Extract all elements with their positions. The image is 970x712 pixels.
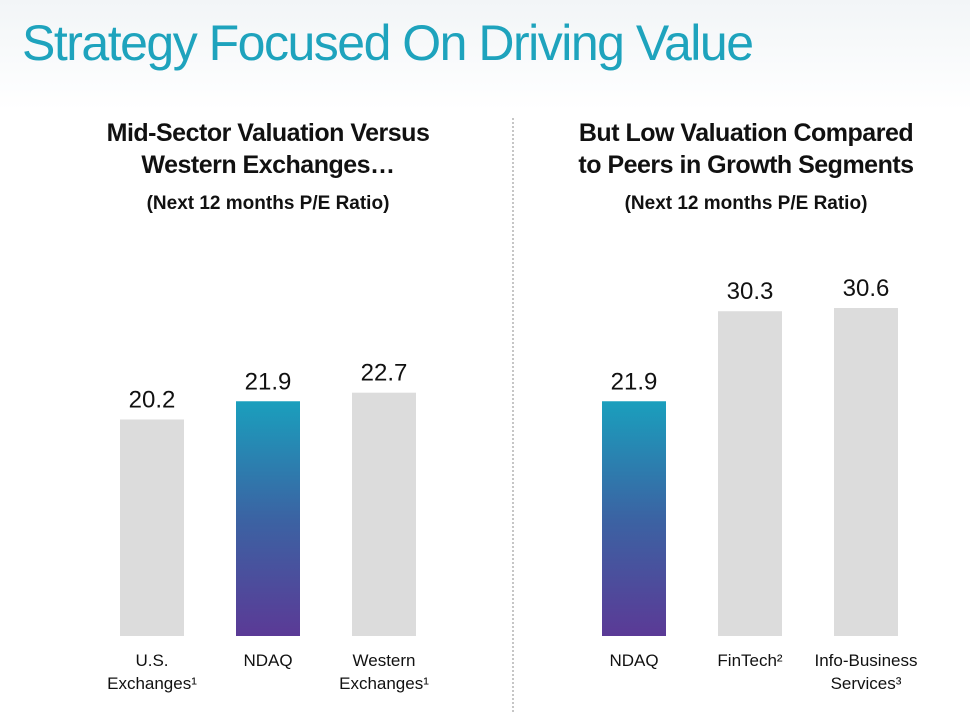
left-category-label-ndaq: NDAQ xyxy=(243,651,292,670)
panel-divider xyxy=(512,118,514,712)
left-category-label-western-exchanges: Western Exchanges¹ xyxy=(339,651,429,693)
right-category-label-info-business-services: Info-Business Services³ xyxy=(815,651,918,693)
left-panel-subtitle: (Next 12 months P/E Ratio) xyxy=(146,193,390,214)
slide-title: Strategy Focused On Driving Value xyxy=(22,15,754,71)
left-value-label-u-s-exchanges: 20.2 xyxy=(129,386,176,413)
left-heading-line-1: Mid-Sector Valuation Versus xyxy=(106,119,430,147)
left-bar-ndaq xyxy=(236,401,300,636)
right-heading-line-2: to Peers in Growth Segments xyxy=(578,151,914,179)
left-value-label-western-exchanges: 22.7 xyxy=(361,360,408,387)
right-panel-heading: But Low Valuation Compared to Peers in G… xyxy=(536,117,956,181)
right-bar-chart: 21.9 NDAQ 30.3 FinTech² 30.6 Info-Business Ser… xyxy=(602,275,918,693)
left-category-label-u-s-exchanges: U.S. Exchanges¹ xyxy=(107,651,197,693)
right-value-label-fintech: 30.3 xyxy=(727,278,774,305)
right-heading-line-1: But Low Valuation Compared xyxy=(578,119,914,147)
left-bar-chart: 20.2 U.S. Exchanges¹ 21.9 NDAQ 22.7 Western Exc… xyxy=(107,360,429,693)
left-bar-western-exchanges xyxy=(352,392,416,636)
header-background xyxy=(0,0,970,110)
left-panel-heading: Mid-Sector Valuation Versus Western Exch… xyxy=(68,117,468,181)
right-bar-ndaq xyxy=(602,401,666,636)
right-value-label-ndaq: 21.9 xyxy=(611,368,658,395)
left-bar-u-s-exchanges xyxy=(120,419,184,636)
left-heading-line-2: Western Exchanges… xyxy=(141,151,395,179)
left-value-label-ndaq: 21.9 xyxy=(245,368,292,395)
right-category-label-fintech: FinTech² xyxy=(717,651,783,670)
right-value-label-info-business-services: 30.6 xyxy=(843,275,890,302)
right-category-label-ndaq: NDAQ xyxy=(609,651,658,670)
right-bar-fintech xyxy=(718,311,782,636)
right-panel-subtitle: (Next 12 months P/E Ratio) xyxy=(624,193,868,214)
right-bar-info-business-services xyxy=(834,308,898,636)
